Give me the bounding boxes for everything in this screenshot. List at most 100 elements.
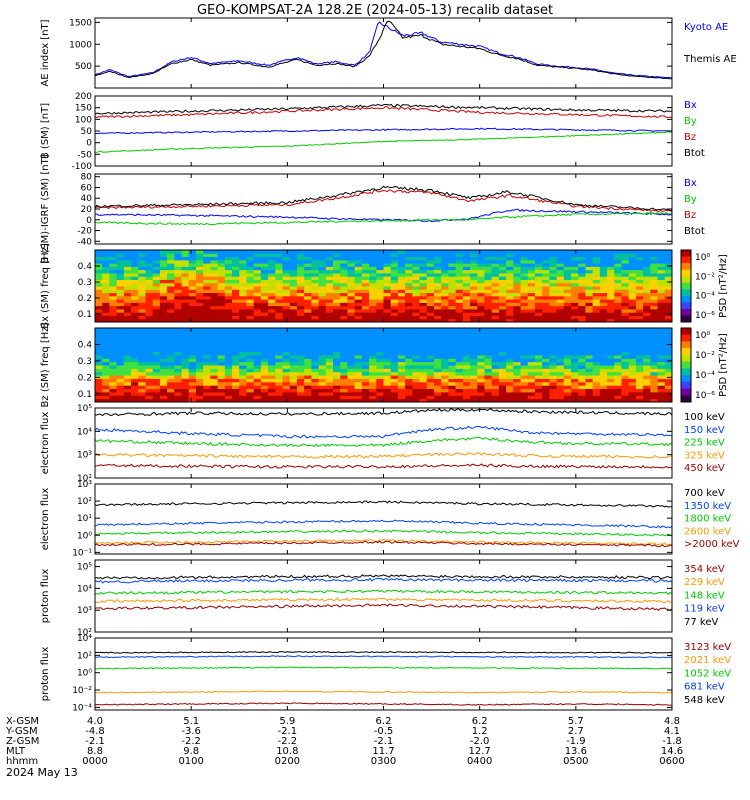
heatmap-cell [325, 334, 334, 339]
ephemeris-value: 0300 [371, 756, 396, 767]
heatmap-cell [131, 371, 139, 376]
heatmap-cell [131, 398, 139, 403]
heatmap-cell [563, 365, 572, 369]
heatmap-cell [159, 286, 168, 290]
heatmap-cell [664, 250, 673, 254]
heatmap-cell [650, 378, 659, 383]
heatmap-cell [549, 315, 558, 320]
heatmap-cell [224, 263, 233, 267]
heatmap-cell [181, 295, 190, 300]
heatmap-cell [592, 354, 601, 359]
heatmap-cell [412, 375, 421, 379]
heatmap-cell [289, 292, 298, 297]
heatmap-cell [224, 312, 233, 316]
heatmap-cell [635, 354, 644, 359]
heatmap-cell [145, 286, 154, 290]
heatmap-cell [556, 398, 565, 403]
heatmap-cell [152, 385, 161, 390]
heatmap-cell [462, 358, 471, 363]
heatmap-cell [260, 315, 269, 320]
heatmap-cell [296, 334, 305, 339]
heatmap-cell [116, 266, 125, 271]
heatmap-cell [282, 269, 291, 274]
heatmap-cell [159, 385, 168, 390]
ephemeris-value: -0.5 [374, 726, 394, 737]
heatmap-cell [102, 381, 110, 386]
heatmap-cell [657, 381, 666, 386]
legend-entry: 225 keV [684, 438, 725, 449]
heatmap-cell [578, 259, 586, 264]
heatmap-cell [441, 385, 449, 390]
heatmap-cell [181, 256, 190, 261]
heatmap-cell [426, 371, 435, 376]
heatmap-cell [527, 398, 536, 403]
heatmap-cell [419, 308, 428, 313]
heatmap-cell [289, 361, 298, 366]
heatmap-cell [585, 388, 594, 393]
heatmap-cell [433, 381, 442, 386]
heatmap-cell [621, 276, 630, 280]
heatmap-cell [592, 250, 601, 254]
heatmap-cell [657, 371, 666, 376]
heatmap-cell [289, 259, 298, 264]
heatmap-cell [174, 344, 183, 349]
heatmap-cell [232, 378, 240, 383]
heatmap-cell [102, 338, 110, 342]
heatmap-cell [217, 331, 226, 336]
heatmap-cell [116, 286, 125, 290]
heatmap-cell [340, 276, 348, 280]
heatmap-cell [268, 250, 276, 254]
heatmap-cell [484, 348, 493, 353]
heatmap-cell [470, 250, 478, 254]
heatmap-cell [116, 391, 125, 396]
heatmap-cell [181, 341, 190, 346]
heatmap-cell [419, 358, 428, 363]
heatmap-cell [109, 263, 118, 267]
heatmap-cell [181, 318, 190, 323]
heatmap-cell [419, 259, 428, 264]
heatmap-cell [513, 286, 522, 290]
heatmap-cell [419, 375, 428, 379]
heatmap-cell [585, 385, 594, 390]
heatmap-cell [599, 344, 608, 349]
heatmap-cell [426, 253, 435, 258]
heatmap-cell [650, 354, 659, 359]
heatmap-cell [361, 395, 370, 400]
heatmap-cell [296, 263, 305, 267]
heatmap-cell [635, 302, 644, 307]
heatmap-cell [534, 341, 543, 346]
heatmap-cell [239, 302, 247, 307]
heatmap-cell [585, 266, 594, 271]
heatmap-cell [289, 375, 298, 379]
heatmap-cell [289, 256, 298, 261]
heatmap-cell [340, 318, 348, 323]
heatmap-cell [383, 388, 392, 393]
heatmap-cell [268, 371, 276, 376]
heatmap-cell [621, 338, 630, 342]
heatmap-cell [296, 375, 305, 379]
heatmap-cell [116, 295, 125, 300]
heatmap-cell [260, 331, 269, 336]
heatmap-cell [224, 256, 233, 261]
heatmap-cell [441, 334, 449, 339]
heatmap-cell [289, 371, 298, 376]
heatmap-cell [340, 295, 348, 300]
heatmap-cell [167, 276, 175, 280]
heatmap-cell [174, 375, 183, 379]
heatmap-cell [433, 328, 442, 332]
heatmap-cell [607, 338, 615, 342]
heatmap-cell [159, 354, 168, 359]
heatmap-cell [506, 276, 514, 280]
y-tick-label: 0.4 [78, 340, 93, 350]
heatmap-cell [369, 276, 377, 280]
heatmap-cell [419, 365, 428, 369]
heatmap-cell [621, 334, 630, 339]
heatmap-cell [412, 391, 421, 396]
heatmap-cell [419, 312, 428, 316]
y-axis-label: proton flux [40, 647, 51, 702]
heatmap-cell [369, 388, 377, 393]
heatmap-cell [650, 253, 659, 258]
heatmap-cell [520, 328, 529, 332]
heatmap-cell [578, 276, 586, 280]
